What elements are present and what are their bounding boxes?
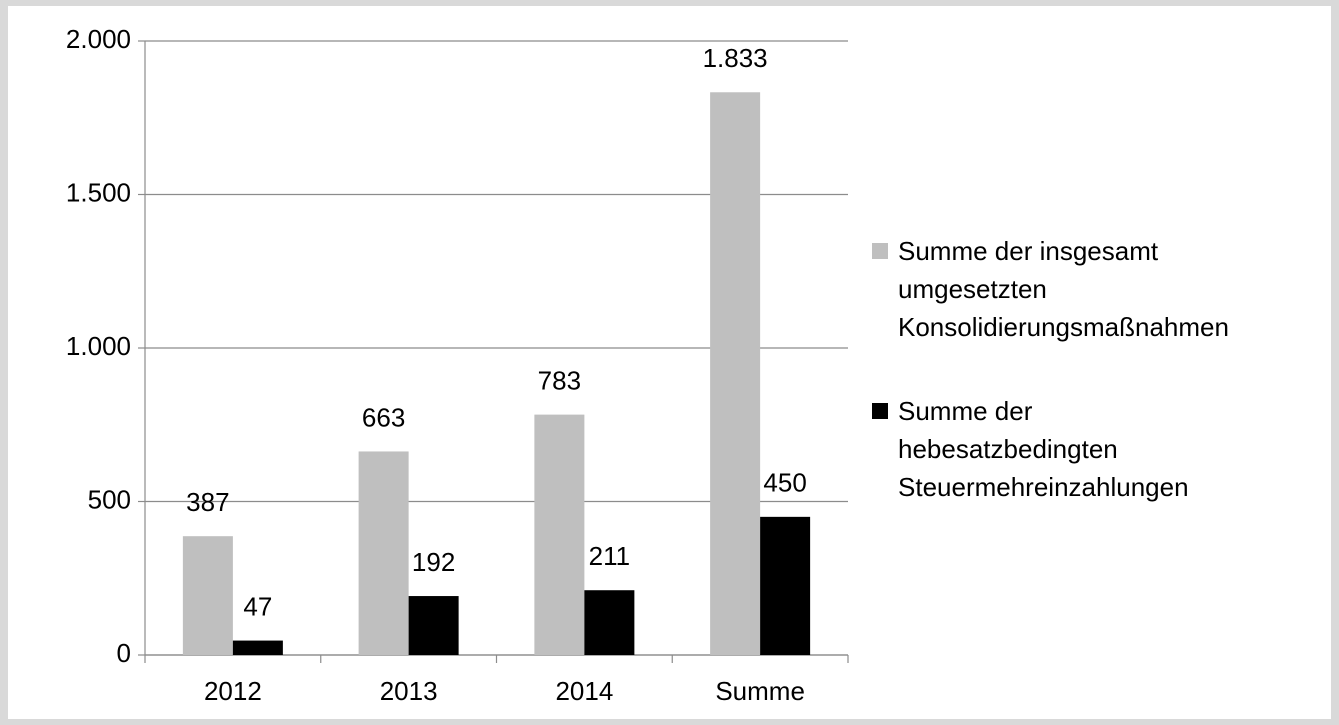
legend-item: Summe der hebesatzbedingten Steuermehrei…: [872, 392, 1189, 506]
data-label: 47: [243, 591, 272, 621]
y-tick-label: 0: [117, 638, 131, 668]
legend-swatch: [872, 243, 888, 259]
data-label: 387: [186, 487, 229, 517]
bar: [760, 516, 811, 655]
legend-label: Summe der insgesamt umgesetzten Konsolid…: [898, 236, 1229, 342]
bar: [710, 92, 761, 656]
y-tick-label: 1.000: [66, 331, 131, 361]
x-tick-label: Summe: [715, 676, 805, 706]
bar: [358, 451, 409, 655]
x-tick-label: 2014: [555, 676, 613, 706]
bar: [182, 536, 233, 655]
y-tick-label: 1.500: [66, 177, 131, 207]
data-label: 663: [362, 402, 405, 432]
data-label: 1.833: [703, 43, 768, 73]
bar: [584, 590, 635, 655]
legend-swatch: [872, 403, 888, 419]
bar: [534, 414, 585, 655]
data-label: 450: [763, 468, 806, 498]
legend-label: Summe der hebesatzbedingten Steuermehrei…: [898, 396, 1189, 502]
data-label: 783: [538, 365, 581, 395]
data-label: 192: [412, 547, 455, 577]
y-tick-label: 500: [88, 484, 131, 514]
x-tick-label: 2012: [204, 676, 262, 706]
bar: [232, 640, 283, 655]
legend-item: Summe der insgesamt umgesetzten Konsolid…: [872, 232, 1229, 346]
y-tick-label: 2.000: [66, 24, 131, 54]
data-label: 211: [589, 541, 630, 571]
bar: [408, 596, 459, 655]
x-tick-label: 2013: [380, 676, 438, 706]
